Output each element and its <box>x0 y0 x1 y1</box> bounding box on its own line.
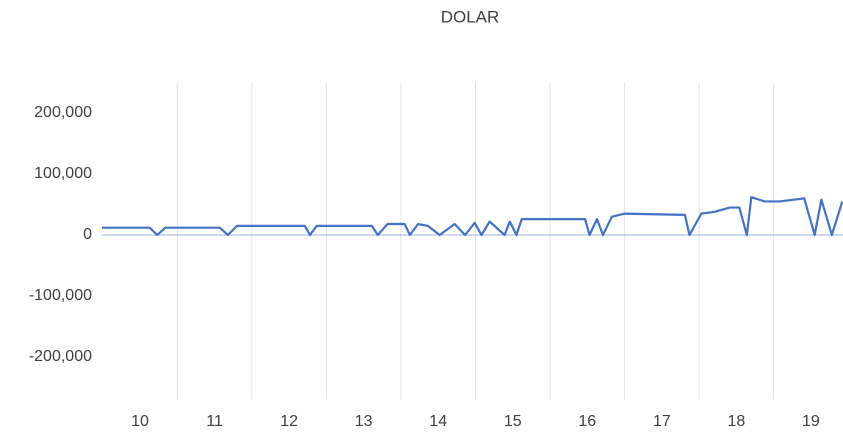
y-tick-label: -200,000 <box>29 348 92 365</box>
y-tick-label: 200,000 <box>34 104 92 121</box>
x-tick-label: 17 <box>653 413 671 430</box>
x-tick-label: 19 <box>802 413 820 430</box>
x-tick-label: 14 <box>429 413 447 430</box>
x-tick-label: 15 <box>504 413 522 430</box>
y-tick-label: 100,000 <box>34 165 92 182</box>
chart-title: DOLAR <box>441 7 500 26</box>
x-tick-label: 11 <box>206 413 223 430</box>
x-tick-label: 10 <box>131 413 149 430</box>
x-tick-label: 16 <box>578 413 596 430</box>
x-tick-label: 12 <box>280 413 298 430</box>
x-tick-label: 18 <box>727 413 745 430</box>
x-tick-label: 13 <box>355 413 373 430</box>
y-tick-label: -100,000 <box>29 287 92 304</box>
data-line <box>102 196 843 237</box>
y-tick-label: 0 <box>83 226 92 243</box>
